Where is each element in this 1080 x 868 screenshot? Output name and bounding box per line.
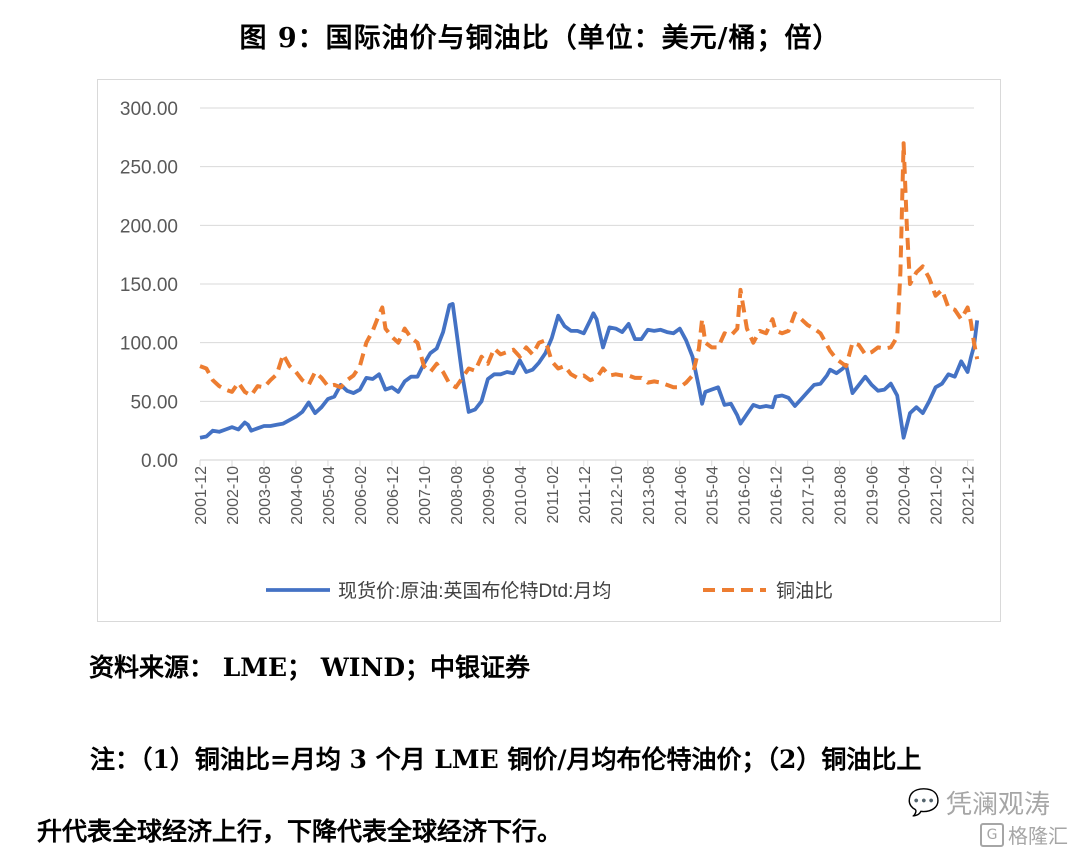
x-tick-label: 2017-10 [801,466,818,525]
x-tick-label: 2003-08 [257,466,274,525]
y-tick-label: 300.00 [120,99,178,120]
gelonghui-watermark: G 格隆汇 [980,820,1068,849]
gelonghui-logo-icon: G [980,822,1004,847]
x-tick-label: 2004-06 [289,466,306,525]
axes: 0.00 50.00 100.00 150.00 200.00 250.00 300.00 2… [120,99,978,525]
y-tick-label: 150.00 [120,275,178,296]
y-tick-label: 100.00 [120,334,178,355]
x-tick-label: 2019-06 [865,466,882,525]
x-tick-label: 2012-10 [609,466,626,525]
x-tick-label: 2015-04 [705,466,722,525]
x-tick-label: 2011-12 [577,466,594,524]
x-tick-label: 2007-10 [417,466,434,525]
x-tick-label: 2021-12 [961,466,978,525]
x-tick-label: 2016-12 [769,466,786,525]
x-tick-label: 2006-12 [385,466,402,525]
legend: 现货价:原油:英国布伦特Dtd:月均 铜油比 [266,580,833,602]
source-note: 资料来源： LME； WIND；中银证券 [89,653,531,682]
wechat-icon: 💬 [907,787,940,818]
legend-label-ratio: 铜油比 [776,580,833,602]
y-tick-label: 0.00 [141,451,178,472]
y-tick-label: 250.00 [120,158,178,179]
footnote-line-1: 注：（1）铜油比=月均 3 个月 LME 铜价/月均布伦特油价；（2）铜油比上 [90,745,922,774]
x-tick-label: 2020-04 [897,466,914,525]
series-line-oil-price [199,302,980,440]
x-tick-label: 2002-10 [225,466,242,525]
x-tick-label: 2021-02 [929,466,946,525]
series-lines [199,141,980,440]
x-tick-label: 2010-04 [513,466,530,525]
footnote-line-2: 升代表全球经济上行，下降代表全球经济下行。 [37,817,563,846]
gelonghui-logo-text: 格隆汇 [1008,824,1068,848]
x-tick-label: 2009-06 [481,466,498,525]
wechat-watermark: 💬 凭澜观涛 [908,784,1050,821]
wechat-account-name: 凭澜观涛 [945,790,1050,820]
x-tick-label: 2013-08 [641,466,658,525]
legend-label-oil: 现货价:原油:英国布伦特Dtd:月均 [338,580,611,602]
x-tick-label: 2006-02 [353,466,370,525]
footnote: 注：（1）铜油比=月均 3 个月 LME 铜价/月均布伦特油价；（2）铜油比上 … [37,724,1077,868]
x-tick-label: 2005-04 [321,466,338,525]
x-tick-label: 2008-08 [449,466,466,525]
y-tick-label: 200.00 [120,216,178,237]
x-tick-label: 2014-06 [673,466,690,525]
chart-svg: 0.00 50.00 100.00 150.00 200.00 250.00 300.00 2… [120,99,980,602]
grid-lines [200,107,974,402]
x-tick-label: 2011-02 [545,466,562,524]
x-tick-label: 2016-02 [737,466,754,525]
series-line-copper-oil-ratio [199,141,980,398]
y-tick-label: 50.00 [130,392,178,413]
chart-area: 0.00 50.00 100.00 150.00 200.00 250.00 300.00 2… [97,79,1001,622]
x-tick-label: 2018-08 [833,466,850,525]
figure-title: 图 9：国际油价与铜油比（单位：美元/桶；倍） [239,23,841,54]
x-tick-label: 2001-12 [193,466,210,525]
